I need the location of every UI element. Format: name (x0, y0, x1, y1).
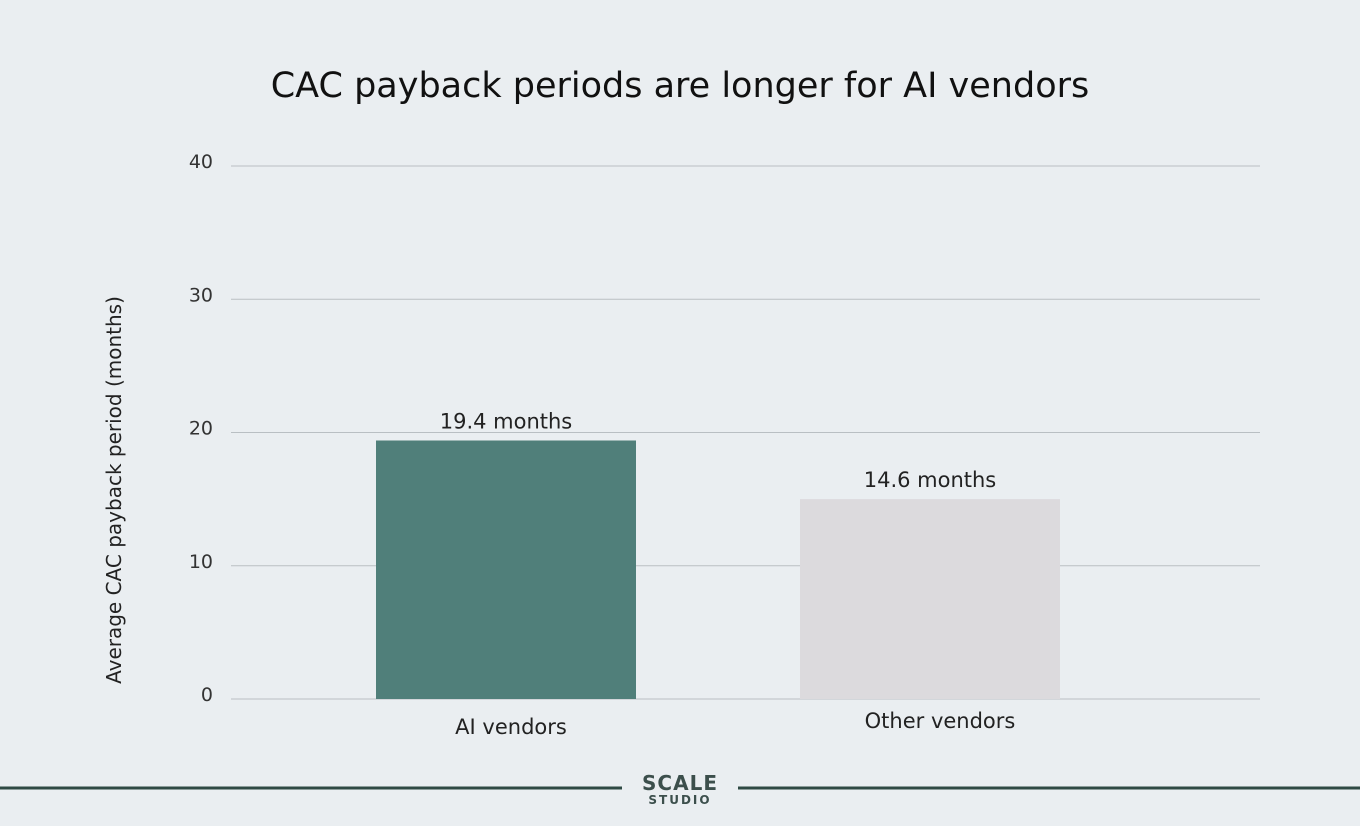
bars (376, 440, 1060, 699)
bar-other-vendors (800, 499, 1060, 699)
x-category-label: AI vendors (455, 715, 567, 739)
chart-title: CAC payback periods are longer for AI ve… (271, 66, 1090, 106)
y-tick-label: 30 (189, 284, 213, 306)
bar-ai-vendors (376, 440, 636, 699)
y-axis-ticks: 0 10 20 30 40 (189, 151, 213, 706)
data-label: 14.6 months (864, 468, 997, 492)
footer: SCALE STUDIO (0, 771, 1360, 807)
y-axis-label: Average CAC payback period (months) (102, 296, 126, 684)
data-label: 19.4 months (440, 409, 573, 433)
x-category-label: Other vendors (865, 709, 1016, 733)
y-tick-label: 40 (189, 151, 213, 173)
brand-logo-name: SCALE (642, 771, 718, 795)
y-tick-label: 10 (189, 551, 213, 573)
y-tick-label: 0 (201, 684, 213, 706)
x-axis-labels: AI vendors Other vendors (455, 709, 1015, 739)
y-tick-label: 20 (189, 418, 213, 440)
brand-logo-sub: STUDIO (648, 793, 711, 807)
data-labels: 19.4 months 14.6 months (440, 409, 997, 492)
